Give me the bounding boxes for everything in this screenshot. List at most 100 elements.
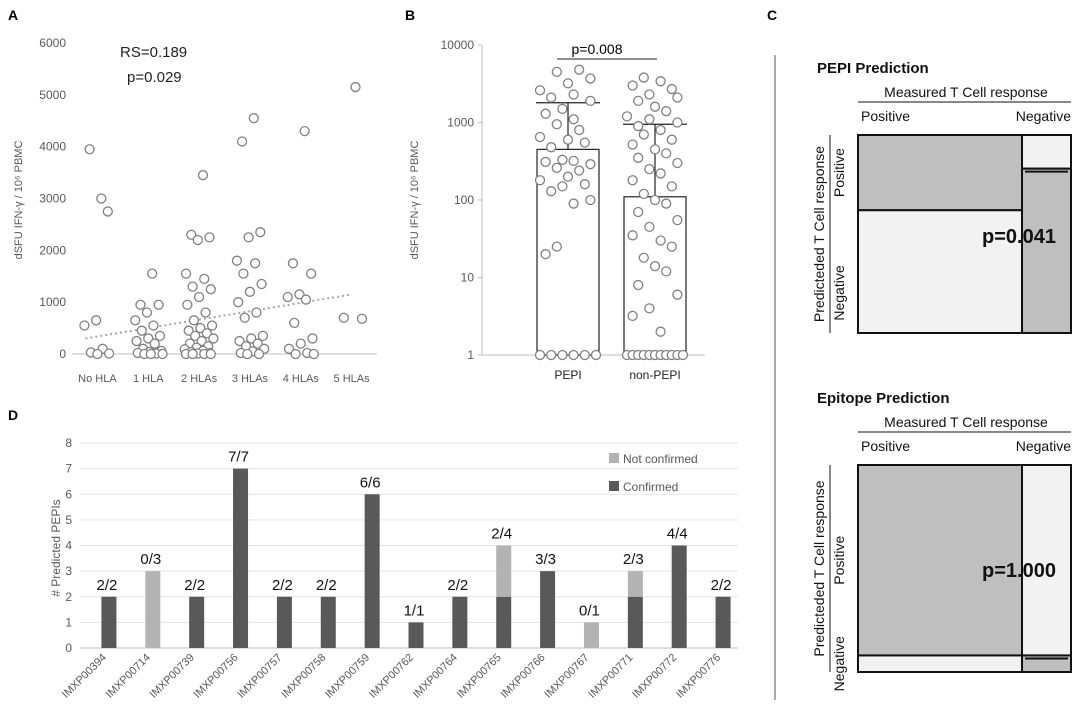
panel-a-point bbox=[248, 113, 259, 124]
panel-d-bar-confirmed bbox=[715, 596, 731, 648]
mosaic-row-label-negative: Negative bbox=[831, 265, 847, 320]
panel-a-point bbox=[190, 330, 201, 342]
panel-b-point bbox=[568, 198, 579, 209]
panel-a-point bbox=[242, 348, 253, 360]
panel-b-point bbox=[638, 129, 649, 140]
panel-b-point bbox=[672, 214, 683, 226]
legend-swatch-not-confirmed bbox=[609, 453, 619, 463]
panel-a-xtick: 1 HLA bbox=[133, 373, 164, 385]
panel-a-point bbox=[153, 299, 164, 310]
panel-a-point bbox=[84, 144, 95, 155]
panel-d-bar-label: 6/6 bbox=[360, 474, 381, 491]
panel-a-point bbox=[146, 268, 158, 279]
panel-b-point bbox=[644, 114, 655, 125]
panel-a-point bbox=[79, 320, 90, 331]
panel-b-point bbox=[661, 106, 672, 117]
panel-b-point bbox=[661, 148, 672, 159]
panel-a-point bbox=[231, 255, 243, 266]
panel-d-bar-label: 0/1 bbox=[579, 602, 600, 619]
panel-a-point bbox=[206, 320, 218, 331]
mosaic-cell-pos-pos bbox=[857, 134, 1024, 212]
panel-b-point bbox=[546, 349, 557, 361]
panel-b-point bbox=[666, 83, 677, 95]
panel-d-bar-label: 2/2 bbox=[272, 577, 293, 594]
panel-b-point bbox=[627, 80, 638, 91]
panel-d-bar-label: 1/1 bbox=[404, 602, 425, 619]
mosaic-p-value: p=0.041 bbox=[982, 226, 1056, 248]
panel-a-point bbox=[200, 307, 211, 318]
panel-b-point bbox=[649, 194, 661, 206]
panel-d-xtick: IMXP00759 bbox=[323, 652, 372, 701]
panel-d-xtick: IMXP00772 bbox=[630, 652, 679, 701]
panel-d-bar-confirmed bbox=[101, 596, 117, 648]
panel-a-point bbox=[154, 330, 166, 342]
mosaic-cell-pos-neg bbox=[857, 654, 1024, 674]
mosaic-cell-neg-pos bbox=[1021, 134, 1073, 170]
mosaic-predicted-label: Predicteded T Cell response bbox=[811, 146, 827, 322]
panel-a-point bbox=[283, 343, 295, 354]
panel-label-b: B bbox=[405, 7, 415, 23]
panel-b-point bbox=[557, 103, 568, 115]
panel-d-ylabel: # Predicted PEPIs bbox=[49, 499, 63, 596]
mosaic-col-label-negative: Negative bbox=[1016, 438, 1071, 454]
panel-a-point bbox=[251, 307, 262, 318]
panel-b-point bbox=[649, 101, 661, 112]
panel-d-ytick: 4 bbox=[65, 539, 72, 553]
mosaic-p-value: p=1.000 bbox=[982, 560, 1056, 582]
panel-b-point bbox=[579, 137, 590, 148]
mosaic-cell-neg-neg bbox=[1021, 167, 1073, 334]
panel-b-point bbox=[590, 349, 602, 361]
panel-a-xtick: 4 HLAs bbox=[283, 373, 320, 385]
panel-b-point bbox=[677, 349, 689, 361]
panel-b-point bbox=[579, 349, 590, 361]
legend-swatch-confirmed bbox=[609, 481, 619, 491]
panel-b-point bbox=[627, 310, 638, 322]
panel-b-point bbox=[649, 144, 661, 155]
panel-a-xtick: No HLA bbox=[78, 373, 117, 385]
panel-d-bar-label: 2/2 bbox=[97, 577, 118, 594]
panel-b-point bbox=[557, 349, 568, 361]
mosaic-col-label-negative: Negative bbox=[1016, 108, 1071, 124]
panel-a-point bbox=[90, 315, 102, 326]
panel-d-xtick: IMXP00776 bbox=[674, 652, 723, 701]
mosaic-cell-pos-pos bbox=[857, 464, 1024, 657]
panel-b-point bbox=[534, 131, 546, 143]
panel-d-bar-confirmed bbox=[276, 596, 292, 648]
panel-a-point bbox=[182, 299, 193, 310]
panel-d-bar-label: 2/2 bbox=[447, 577, 468, 594]
panel-a-ytick: 4000 bbox=[39, 140, 66, 154]
panel-d-xtick: IMXP00394 bbox=[60, 652, 109, 701]
panel-d-bar-label: 2/2 bbox=[184, 577, 205, 594]
panel-d-legend: Not confirmed Confirmed bbox=[609, 452, 698, 494]
panel-a-point bbox=[249, 258, 261, 269]
panel-d-bar-not-confirmed bbox=[583, 622, 599, 648]
panel-a-point bbox=[307, 333, 318, 344]
panel-b-point bbox=[644, 89, 655, 100]
panel-a-point bbox=[96, 193, 107, 204]
panel-b-significance: p=0.008 bbox=[572, 41, 623, 57]
panel-b-point bbox=[661, 198, 672, 209]
panel-a-point bbox=[143, 333, 154, 344]
panel-d-bar-confirmed bbox=[408, 622, 424, 648]
panel-b-point bbox=[644, 164, 655, 175]
panel-a-point bbox=[305, 268, 317, 279]
panel-d-bar-confirmed bbox=[452, 596, 468, 648]
panel-b-point bbox=[633, 279, 644, 291]
panel-a-point bbox=[196, 335, 207, 347]
mosaic-col-label-positive: Positive bbox=[861, 108, 910, 124]
panel-d-bar-confirmed bbox=[671, 545, 687, 648]
panel-d-xtick: IMXP00766 bbox=[499, 652, 548, 701]
panel-b-point bbox=[574, 124, 585, 136]
panel-b-point bbox=[579, 179, 590, 190]
panel-a-point bbox=[205, 284, 216, 295]
mosaic-cell-neg-neg bbox=[1021, 654, 1073, 674]
panel-d-bar-not-confirmed bbox=[145, 571, 161, 648]
mosaic-measured-label: Measured T Cell response bbox=[884, 414, 1048, 430]
panel-b-point bbox=[534, 85, 546, 96]
panel-b-ytick: 1 bbox=[467, 348, 474, 362]
panel-a-point bbox=[148, 320, 159, 331]
panel-a-point bbox=[239, 312, 250, 323]
panel-d-ytick: 5 bbox=[65, 513, 72, 527]
panel-b-point bbox=[557, 181, 568, 192]
